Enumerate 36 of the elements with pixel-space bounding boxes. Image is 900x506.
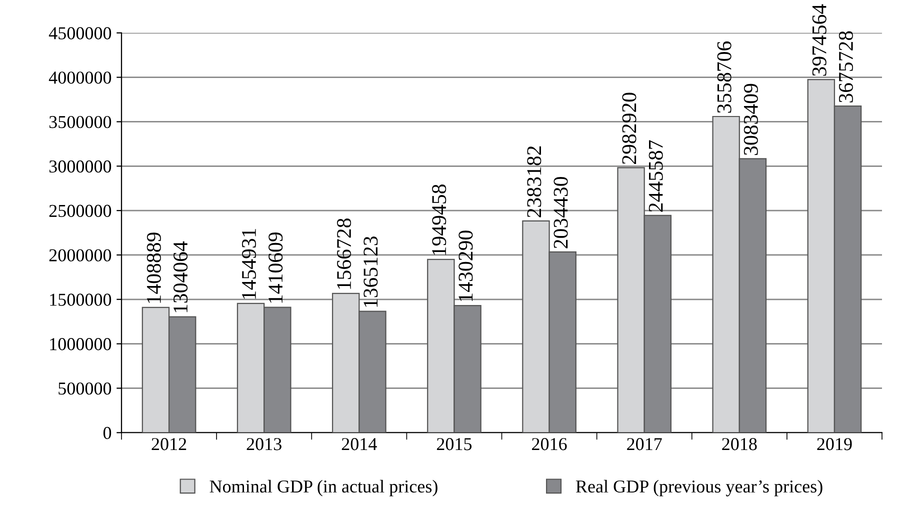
- y-tick-label: 3500000: [49, 116, 112, 128]
- data-label: 3558706: [717, 41, 732, 113]
- data-label: 1410609: [268, 232, 283, 303]
- x-tick-label: 2019: [817, 438, 852, 450]
- y-tick-label: 3000000: [49, 160, 112, 173]
- data-label: 2982920: [622, 92, 636, 164]
- x-tick-label: 2017: [627, 438, 662, 450]
- data-label: 1430290: [458, 230, 473, 301]
- x-tick-label: 2016: [532, 438, 567, 450]
- data-label: 1408889: [146, 232, 161, 303]
- legend-label: Real GDP (previous year’s prices): [576, 480, 822, 496]
- y-tick-label: 4000000: [48, 72, 112, 84]
- y-tick-label: 1500000: [50, 294, 112, 306]
- data-label: 2034430: [554, 177, 568, 248]
- data-label: 1566728: [337, 218, 352, 289]
- x-tick-label: 2018: [722, 438, 757, 450]
- data-label: 2445587: [648, 140, 663, 212]
- x-tick-label: 2015: [436, 438, 472, 450]
- data-label: 3675728: [838, 31, 853, 102]
- y-tick-label: 0: [103, 426, 112, 440]
- x-tick-label: 2014: [342, 438, 377, 450]
- y-tick-label: 2000000: [49, 249, 112, 262]
- data-label: 2383182: [527, 146, 542, 218]
- x-tick-label: 2013: [246, 438, 282, 450]
- data-label: 3083409: [744, 84, 758, 155]
- y-tick-label: 2500000: [49, 204, 112, 217]
- y-tick-label: 500000: [58, 382, 112, 395]
- data-label: 1365123: [364, 236, 378, 307]
- y-tick-label: 1000000: [50, 338, 112, 350]
- x-tick-label: 2012: [152, 438, 186, 450]
- data-label: 1304064: [173, 241, 188, 312]
- data-label: 1454931: [242, 228, 256, 299]
- data-label: 1949458: [432, 184, 446, 255]
- legend-label: Nominal GDP (in actual prices): [210, 480, 438, 496]
- data-label: 3974564: [812, 4, 826, 76]
- y-tick-label: 4500000: [48, 27, 112, 40]
